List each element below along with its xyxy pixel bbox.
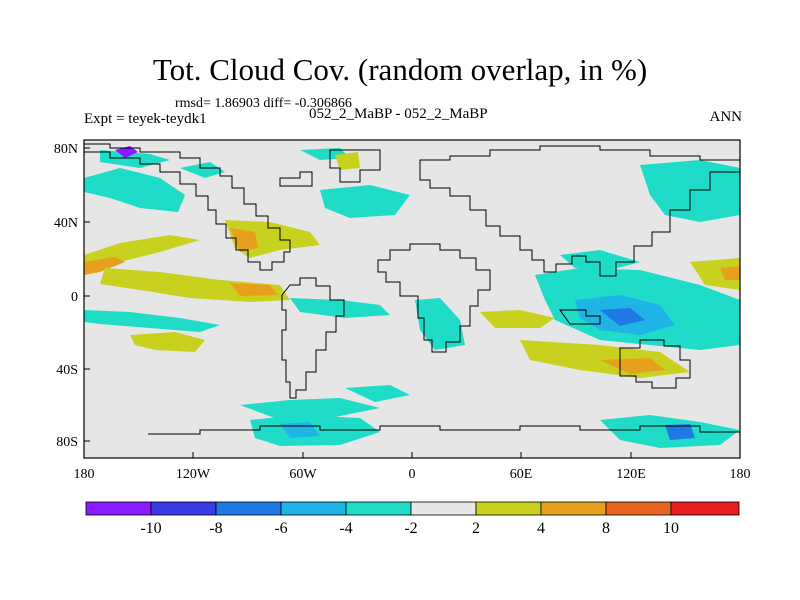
lat-tick-label: 80S bbox=[56, 435, 78, 450]
coastlines bbox=[84, 143, 741, 435]
lon-tick-label: 60W bbox=[289, 467, 317, 482]
coast-australia bbox=[619, 339, 691, 389]
anomaly-arctic-strong bbox=[115, 146, 138, 158]
lat-tick-label: 0 bbox=[71, 290, 78, 305]
coast-hudson bbox=[279, 171, 313, 187]
colorbar-label: 8 bbox=[602, 520, 610, 537]
colorbar-label: -6 bbox=[274, 520, 287, 537]
plot-title: Tot. Cloud Cov. (random overlap, in %) bbox=[152, 52, 648, 87]
anomaly-ross-strong bbox=[665, 424, 695, 440]
anomaly-southern-ocean-west bbox=[240, 398, 380, 420]
experiment-label: Expt = teyek-teydk1 bbox=[84, 111, 207, 127]
coast-indonesia bbox=[559, 309, 601, 325]
anomaly-west-pacific-strong bbox=[600, 308, 645, 326]
colorbar-box bbox=[410, 501, 477, 516]
colorbar-label: 4 bbox=[537, 520, 545, 537]
colorbar-label: 10 bbox=[663, 520, 679, 537]
colorbar-box bbox=[215, 501, 282, 516]
anomaly-north-pacific bbox=[84, 168, 185, 212]
colorbar-label: -2 bbox=[404, 520, 417, 537]
colorbar-label: -10 bbox=[140, 520, 161, 537]
coast-greenland bbox=[329, 149, 381, 183]
colorbar-box bbox=[85, 501, 152, 516]
colorbar-box bbox=[280, 501, 347, 516]
anomaly-bering bbox=[180, 162, 225, 178]
anomaly-mexico-orange bbox=[230, 228, 258, 252]
anomaly-pacific-orange-west bbox=[84, 257, 125, 275]
anomaly-north-atlantic bbox=[320, 185, 410, 218]
lat-tick-label: 80N bbox=[54, 142, 78, 157]
lat-tick-label: 40S bbox=[56, 363, 78, 378]
anomaly-south-china-sea bbox=[560, 250, 640, 270]
season-label: ANN bbox=[709, 109, 743, 125]
lon-tick-label: 180 bbox=[730, 467, 751, 482]
anomaly-equatorial-orange bbox=[230, 283, 278, 296]
anomaly-australia-orange bbox=[600, 358, 665, 374]
runs-label: 052_2_MaBP - 052_2_MaBP bbox=[309, 106, 488, 122]
coast-antarctica bbox=[148, 425, 740, 435]
anomaly-south-pacific-band bbox=[84, 310, 220, 332]
coast-africa bbox=[377, 243, 491, 353]
lon-tick-label: 120W bbox=[176, 467, 211, 482]
map-field bbox=[84, 140, 740, 458]
coast-eurasia bbox=[419, 145, 741, 277]
anomaly-scotia bbox=[345, 385, 410, 402]
colorbar-box bbox=[670, 501, 740, 516]
colorbar-label: 2 bbox=[472, 520, 480, 537]
colorbar: -10 -8 -6 -4 -2 2 4 8 10 bbox=[85, 501, 740, 537]
colorbar-box bbox=[605, 501, 672, 516]
anomaly-indian-ocean-positive bbox=[480, 310, 555, 328]
coast-south-america bbox=[281, 277, 345, 399]
colorbar-box bbox=[150, 501, 217, 516]
colorbar-label: -8 bbox=[209, 520, 222, 537]
lon-tick-label: 120E bbox=[616, 467, 646, 482]
anomaly-central-pacific-orange bbox=[720, 266, 740, 280]
lon-tick-label: 60E bbox=[510, 467, 533, 482]
colorbar-box bbox=[345, 501, 412, 516]
stats-label: rmsd= 1.86903 diff= -0.306866 bbox=[175, 96, 352, 111]
coast-north-america bbox=[84, 143, 291, 271]
anomaly-greenland-positive bbox=[335, 152, 360, 170]
lon-tick-label: 180 bbox=[74, 467, 95, 482]
anomaly-south-pacific-positive bbox=[130, 332, 205, 352]
anomaly-south-atlantic bbox=[290, 298, 390, 318]
lat-tick-label: 40N bbox=[54, 216, 78, 231]
colorbar-label: -4 bbox=[339, 520, 352, 537]
anomaly-south-africa bbox=[415, 298, 465, 350]
colorbar-box bbox=[540, 501, 607, 516]
colorbar-box bbox=[475, 501, 542, 516]
anomaly-central-pacific-positive bbox=[690, 258, 740, 290]
axis-ticks bbox=[83, 147, 741, 458]
lon-tick-label: 0 bbox=[409, 467, 416, 482]
